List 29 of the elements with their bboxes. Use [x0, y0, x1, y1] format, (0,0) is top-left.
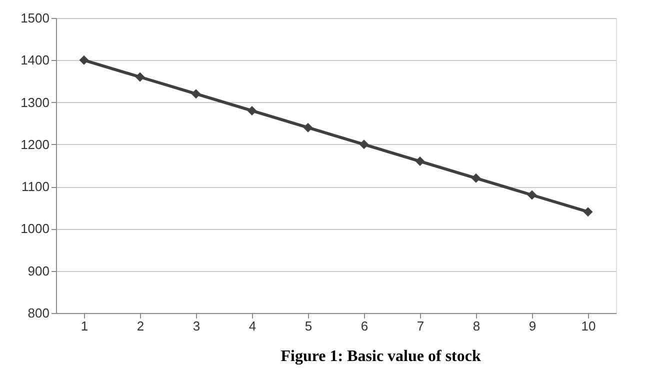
point: [359, 140, 369, 150]
point: [527, 190, 537, 200]
x-tick-label: 7: [416, 318, 424, 334]
point: [191, 89, 201, 99]
y-tick-label: 1200: [20, 136, 50, 152]
point: [583, 207, 593, 217]
caption: Figure 1: Basic value of stock: [280, 348, 481, 365]
x-tick-label: 5: [304, 318, 312, 334]
y-tick-label: 1400: [20, 52, 50, 68]
point: [303, 122, 313, 132]
x-tick-label: 3: [192, 318, 200, 334]
x-tick-label: 4: [248, 318, 256, 334]
x-tick-label: 9: [528, 318, 536, 334]
y-tick-label: 1500: [20, 10, 50, 26]
point: [135, 72, 145, 82]
x-tick-label: 10: [581, 318, 596, 334]
y-tick-label: 1000: [20, 221, 50, 236]
point: [79, 55, 89, 65]
y-tick-label: 900: [28, 263, 50, 278]
x-tick-label: 6: [360, 318, 368, 334]
point: [415, 156, 425, 166]
x-tick-label: 2: [136, 318, 144, 334]
y-tick-label: 800: [28, 306, 50, 320]
y-tick-label: 1100: [22, 179, 50, 194]
x-tick-label: 8: [472, 318, 480, 334]
point: [247, 106, 257, 116]
point: [471, 173, 481, 183]
x-tick-label: 1: [80, 318, 88, 334]
y-tick-label: 1300: [20, 94, 50, 110]
